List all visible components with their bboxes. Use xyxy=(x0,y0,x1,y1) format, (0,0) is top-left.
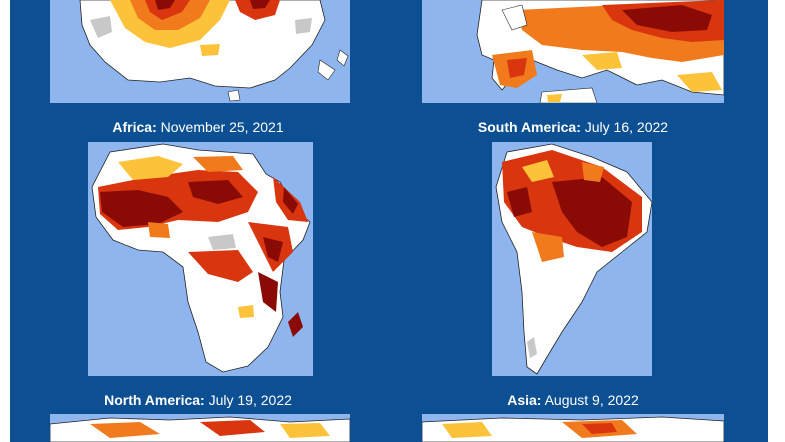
asia-map-graphic xyxy=(422,416,724,442)
heat-maps-panel: Africa: November 25, 2021 South America:… xyxy=(10,0,768,442)
caption-date: July 16, 2022 xyxy=(584,119,669,135)
caption-date: November 25, 2021 xyxy=(160,119,284,135)
north-america-heat-map xyxy=(50,414,350,442)
europe-map-graphic xyxy=(476,0,724,103)
caption-region: Asia: xyxy=(507,392,542,408)
caption-region: Africa: xyxy=(112,119,157,135)
south-america-map-graphic xyxy=(495,143,652,375)
europe-heat-map xyxy=(422,0,724,103)
caption-date: August 9, 2022 xyxy=(544,392,639,408)
asia-heat-map xyxy=(422,414,724,442)
caption-date: July 19, 2022 xyxy=(208,392,292,408)
africa-map-graphic xyxy=(91,143,311,373)
map-caption-north-america: North America: July 19, 2022 xyxy=(50,391,346,409)
caption-region: North America: xyxy=(104,392,205,408)
map-caption-africa: Africa: November 25, 2021 xyxy=(50,118,346,136)
south-america-heat-map xyxy=(492,142,652,376)
map-caption-asia: Asia: August 9, 2022 xyxy=(422,391,724,409)
caption-region: South America: xyxy=(477,119,581,135)
africa-heat-map xyxy=(88,142,313,376)
north-america-map-graphic xyxy=(50,416,350,442)
map-caption-south-america: South America: July 16, 2022 xyxy=(422,118,724,136)
australia-heat-map xyxy=(50,0,350,103)
australia-map-graphic xyxy=(79,0,349,102)
